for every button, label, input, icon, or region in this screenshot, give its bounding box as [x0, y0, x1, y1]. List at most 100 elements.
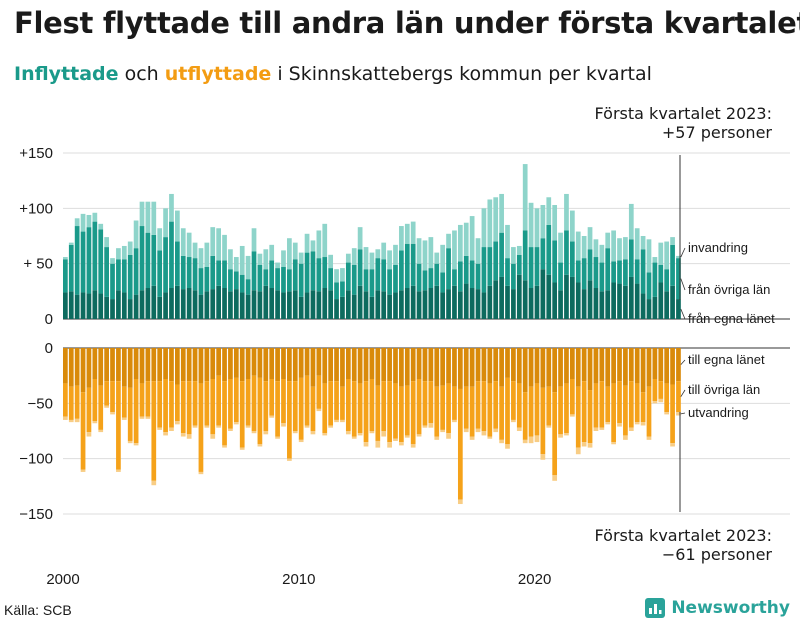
- bar-in-3: [233, 257, 239, 272]
- bar-in-1: [410, 285, 416, 319]
- bar-in-2: [516, 254, 522, 275]
- y-tick-label-out: −50: [28, 395, 53, 412]
- bar-in-2: [634, 259, 640, 284]
- bar-in-3: [516, 245, 522, 255]
- bar-out-1: [528, 348, 534, 387]
- bar-in-2: [92, 221, 98, 291]
- bar-out-2: [511, 381, 516, 420]
- bar-out-2: [340, 386, 345, 420]
- bar-out-2: [428, 381, 434, 424]
- bar-in-2: [428, 268, 434, 289]
- bar-out-3: [457, 499, 463, 505]
- bar-out-3: [239, 447, 245, 450]
- bar-in-2: [587, 249, 593, 281]
- bar-in-2: [180, 255, 186, 290]
- bar-in-1: [275, 290, 280, 319]
- bar-out-3: [63, 416, 68, 420]
- bar-in-3: [457, 224, 463, 262]
- bar-out-2: [440, 385, 446, 430]
- bar-out-3: [139, 416, 145, 419]
- bar-out-1: [558, 348, 563, 387]
- bar-out-2: [599, 381, 605, 428]
- series-label-leader: [680, 412, 686, 415]
- bar-out-3: [222, 445, 227, 448]
- bar-in-1: [116, 290, 121, 319]
- bar-out-2: [611, 383, 616, 443]
- bar-in-1: [387, 294, 392, 319]
- bar-out-1: [357, 348, 363, 384]
- subtitle-utflyttade: utflyttade: [164, 63, 272, 85]
- bar-in-1: [393, 292, 398, 319]
- bar-in-1: [245, 294, 251, 319]
- bar-out-2: [86, 387, 92, 433]
- bar-in-3: [404, 223, 410, 244]
- bar-out-3: [381, 431, 387, 437]
- bar-out-1: [457, 348, 463, 389]
- bar-out-3: [393, 438, 398, 441]
- bar-out-2: [222, 381, 227, 446]
- bar-out-1: [110, 348, 115, 382]
- bar-out-1: [281, 348, 286, 379]
- bar-in-3: [611, 230, 616, 262]
- bar-out-2: [393, 383, 398, 439]
- bar-in-2: [640, 249, 646, 294]
- series-label-till-ovriga-lan: till övriga län: [688, 382, 760, 397]
- bar-in-1: [121, 292, 127, 319]
- bar-in-1: [104, 296, 109, 319]
- bar-in-1: [558, 290, 563, 319]
- bar-out-3: [151, 480, 157, 486]
- bar-out-1: [393, 348, 398, 384]
- bar-in-2: [222, 260, 227, 289]
- bar-in-3: [310, 240, 316, 252]
- bar-in-1: [163, 292, 168, 319]
- bar-in-3: [68, 242, 74, 245]
- bar-in-3: [127, 241, 133, 255]
- x-tick-label: 2000: [46, 571, 79, 588]
- bar-in-2: [446, 248, 451, 290]
- bar-out-3: [263, 431, 269, 435]
- bar-out-3: [475, 428, 481, 433]
- bar-out-2: [593, 383, 599, 428]
- bar-in-3: [198, 248, 204, 269]
- bar-in-3: [652, 257, 658, 263]
- bar-in-1: [175, 285, 180, 319]
- bar-out-3: [169, 427, 174, 431]
- bar-in-3: [63, 257, 68, 260]
- bar-in-2: [287, 269, 292, 292]
- bar-in-2: [233, 271, 239, 290]
- bar-out-2: [546, 386, 552, 426]
- bar-out-2: [239, 381, 245, 448]
- bar-in-1: [298, 296, 304, 319]
- bar-out-2: [198, 383, 204, 472]
- bar-in-3: [169, 193, 174, 222]
- bar-out-2: [269, 378, 275, 416]
- bar-in-2: [611, 261, 616, 283]
- bar-in-2: [340, 281, 345, 297]
- bar-in-3: [192, 242, 198, 259]
- bar-out-3: [275, 436, 280, 439]
- bar-out-1: [239, 348, 245, 382]
- bar-in-3: [363, 247, 369, 270]
- bar-out-3: [487, 436, 493, 439]
- bar-out-3: [74, 418, 80, 423]
- bar-out-1: [157, 348, 163, 382]
- bar-out-2: [363, 381, 369, 443]
- bar-out-3: [540, 454, 546, 460]
- bar-in-2: [239, 274, 245, 293]
- bar-in-2: [475, 263, 481, 290]
- bar-in-3: [216, 228, 221, 261]
- bar-in-2: [646, 272, 652, 300]
- bar-out-3: [345, 431, 351, 435]
- bar-in-2: [670, 244, 675, 286]
- bar-out-2: [457, 388, 463, 500]
- bar-in-2: [399, 250, 404, 291]
- bar-in-1: [257, 291, 263, 319]
- bar-out-1: [351, 348, 357, 382]
- bar-in-1: [463, 283, 469, 319]
- bar-out-2: [298, 377, 304, 440]
- bar-in-2: [263, 269, 269, 286]
- bar-in-1: [233, 289, 239, 319]
- bar-out-2: [569, 378, 575, 415]
- bar-out-3: [623, 435, 628, 440]
- series-label-leader: [680, 359, 686, 365]
